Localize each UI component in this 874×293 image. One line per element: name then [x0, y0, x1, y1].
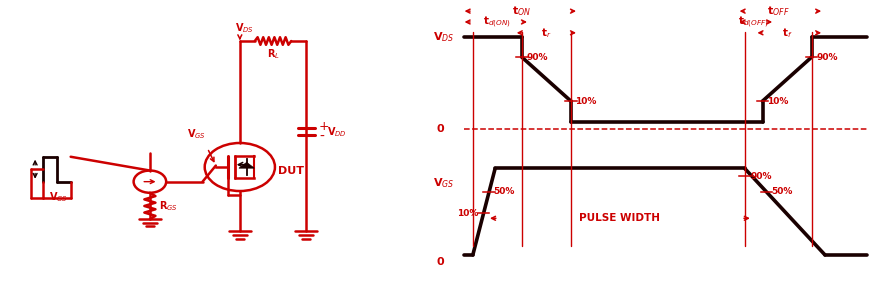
Text: 90%: 90% [750, 172, 772, 181]
Text: R$_{GS}$: R$_{GS}$ [159, 199, 178, 213]
Text: 0: 0 [437, 257, 445, 267]
Text: V$_{GS}$: V$_{GS}$ [188, 127, 206, 141]
Text: t$_r$: t$_r$ [541, 26, 551, 40]
Text: t$_{d(OFF)}$: t$_{d(OFF)}$ [739, 14, 769, 30]
Text: V$_{DS}$: V$_{DS}$ [234, 21, 253, 35]
Text: 50%: 50% [494, 188, 515, 196]
Text: DUT: DUT [278, 166, 304, 176]
Text: PULSE WIDTH: PULSE WIDTH [579, 213, 661, 223]
Text: 0: 0 [437, 124, 445, 134]
Text: t$_{OFF}$: t$_{OFF}$ [766, 4, 789, 18]
Text: -: - [319, 130, 324, 144]
Polygon shape [239, 162, 254, 168]
Text: V$_{GS}$: V$_{GS}$ [49, 190, 68, 204]
Text: V$_{DD}$: V$_{DD}$ [327, 125, 347, 139]
Text: 50%: 50% [771, 188, 793, 196]
Text: V$_{DS}$: V$_{DS}$ [433, 30, 454, 44]
Text: t$_{ON}$: t$_{ON}$ [512, 4, 531, 18]
Text: 90%: 90% [526, 53, 548, 62]
Text: 90%: 90% [816, 53, 837, 62]
Text: 10%: 10% [457, 209, 478, 218]
Text: 10%: 10% [575, 97, 597, 105]
Text: +: + [319, 120, 329, 133]
Text: t$_f$: t$_f$ [782, 26, 793, 40]
Text: 10%: 10% [767, 97, 788, 105]
Text: t$_{d(ON)}$: t$_{d(ON)}$ [483, 14, 511, 30]
Text: V$_{GS}$: V$_{GS}$ [433, 176, 454, 190]
Text: R$_L$: R$_L$ [267, 47, 280, 61]
